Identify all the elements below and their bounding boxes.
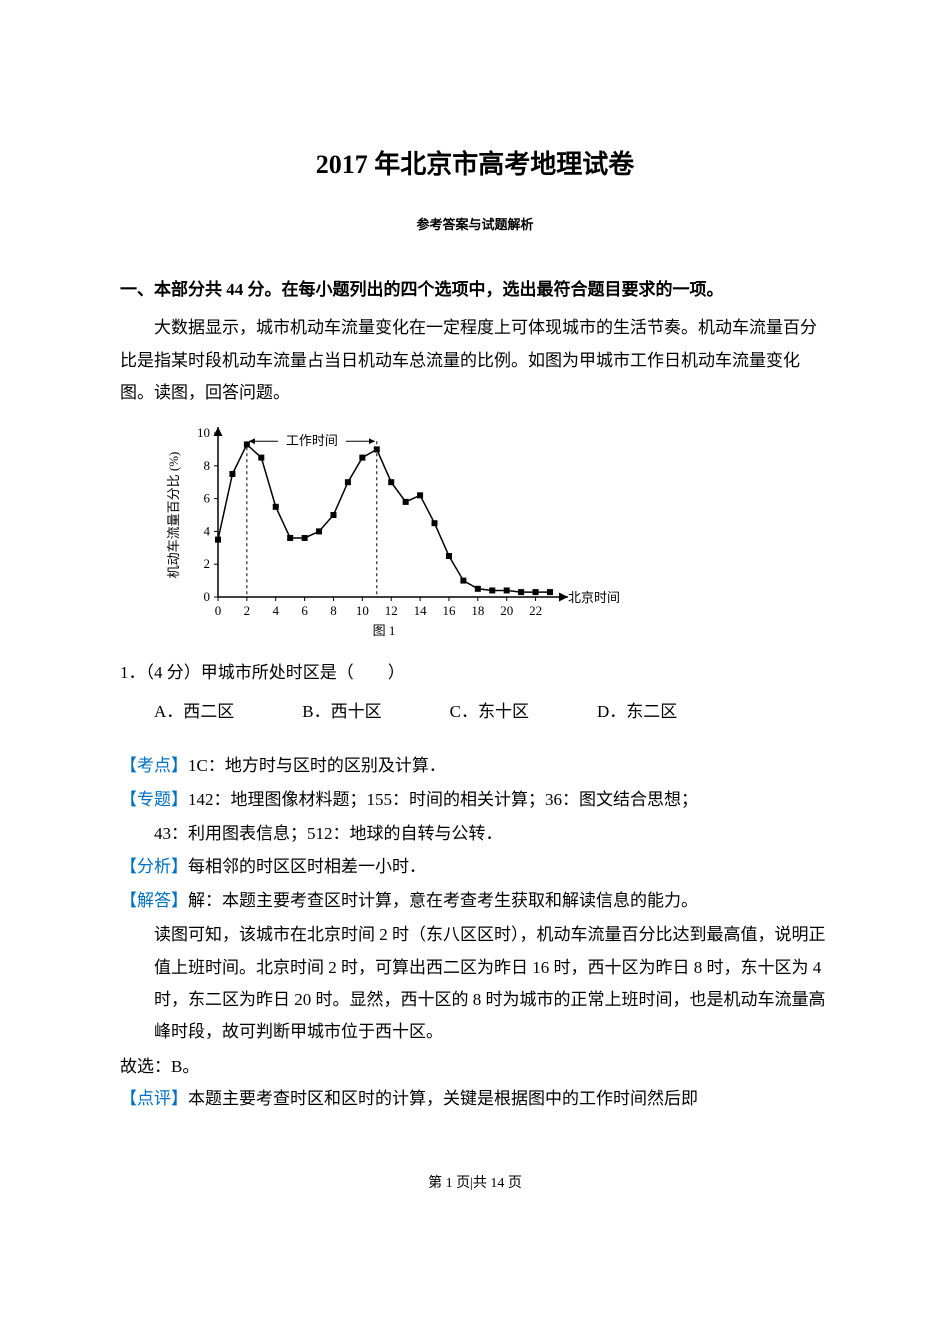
kaodian-tag: 【考点】: [120, 756, 188, 775]
zhuanti-line-2: 43：利用图表信息；512：地球的自转与公转．: [120, 818, 830, 850]
kaodian-line: 【考点】1C：地方时与区时的区别及计算．: [120, 750, 830, 782]
option-c: C．东十区: [450, 696, 529, 728]
svg-text:4: 4: [272, 603, 279, 618]
svg-text:16: 16: [442, 603, 456, 618]
question-number: 1．: [120, 663, 146, 682]
dianping-text: 本题主要考查时区和区时的计算，关键是根据图中的工作时间然后即: [188, 1089, 698, 1108]
option-b: B．西十区: [302, 696, 381, 728]
svg-text:10: 10: [356, 603, 369, 618]
jieda-line: 【解答】解：本题主要考查区时计算，意在考查考生获取和解读信息的能力。: [120, 885, 830, 917]
chart-figure: 0 2 4 6 8 10 0 2 4 6 8 10 12 14 16 18 20 22 工作时间机动车流量百分比 (…: [160, 419, 830, 639]
svg-text:0: 0: [215, 603, 222, 618]
fenxi-tag: 【分析】: [120, 857, 188, 876]
jieda-paragraph: 读图可知，该城市在北京时间 2 时（东八区区时），机动车流量百分比达到最高值，说…: [120, 919, 830, 1048]
option-d: D．东二区: [597, 696, 677, 728]
passage-text: 大数据显示，城市机动车流量变化在一定程度上可体现城市的生活节奏。机动车流量百分比…: [120, 312, 830, 409]
jieda-tag: 【解答】: [120, 891, 188, 910]
svg-text:8: 8: [204, 458, 211, 473]
zhuanti-line: 【专题】142：地理图像材料题；155：时间的相关计算；36：图文结合思想；: [120, 784, 830, 816]
svg-text:10: 10: [197, 425, 210, 440]
line-chart: 0 2 4 6 8 10 0 2 4 6 8 10 12 14 16 18 20 22 工作时间机动车流量百分比 (…: [160, 419, 620, 639]
dianping-tag: 【点评】: [120, 1089, 188, 1108]
svg-text:北京时间: 北京时间: [568, 590, 620, 605]
document-subtitle: 参考答案与试题解析: [120, 213, 830, 238]
document-title: 2017 年北京市高考地理试卷: [120, 140, 830, 189]
question-text: 甲城市所处时区是（ ）: [201, 663, 405, 682]
option-a: A．西二区: [154, 696, 234, 728]
svg-text:工作时间: 工作时间: [286, 433, 338, 448]
svg-text:4: 4: [204, 524, 211, 539]
kaodian-text: 1C：地方时与区时的区别及计算．: [188, 756, 446, 775]
svg-text:2: 2: [204, 556, 211, 571]
fenxi-line: 【分析】每相邻的时区区时相差一小时．: [120, 851, 830, 883]
svg-text:14: 14: [414, 603, 428, 618]
svg-text:图 1: 图 1: [373, 623, 396, 638]
svg-text:12: 12: [385, 603, 398, 618]
zhuanti-tag: 【专题】: [120, 790, 188, 809]
svg-text:6: 6: [204, 491, 211, 506]
svg-text:18: 18: [471, 603, 484, 618]
fenxi-text: 每相邻的时区区时相差一小时．: [188, 857, 426, 876]
answer-line: 故选：B。: [120, 1051, 830, 1083]
svg-text:6: 6: [301, 603, 308, 618]
svg-text:22: 22: [529, 603, 542, 618]
section-header: 一、本部分共 44 分。在每小题列出的四个选项中，选出最符合题目要求的一项。: [120, 274, 830, 306]
jieda-text: 解：本题主要考查区时计算，意在考查考生获取和解读信息的能力。: [188, 891, 698, 910]
dianping-line: 【点评】本题主要考查时区和区时的计算，关键是根据图中的工作时间然后即: [120, 1083, 830, 1115]
zhuanti-text: 142：地理图像材料题；155：时间的相关计算；36：图文结合思想；: [188, 790, 698, 809]
svg-text:0: 0: [204, 589, 211, 604]
question-points: （4 分）: [146, 663, 201, 682]
svg-text:机动车流量百分比 (%): 机动车流量百分比 (%): [166, 452, 181, 579]
svg-text:20: 20: [500, 603, 513, 618]
svg-text:2: 2: [244, 603, 251, 618]
page-footer: 第 1 页|共 14 页: [120, 1171, 830, 1198]
question-1: 1．（4 分）甲城市所处时区是（ ）: [120, 657, 830, 689]
question-options: A．西二区 B．西十区 C．东十区 D．东二区: [120, 696, 830, 728]
svg-text:8: 8: [330, 603, 337, 618]
